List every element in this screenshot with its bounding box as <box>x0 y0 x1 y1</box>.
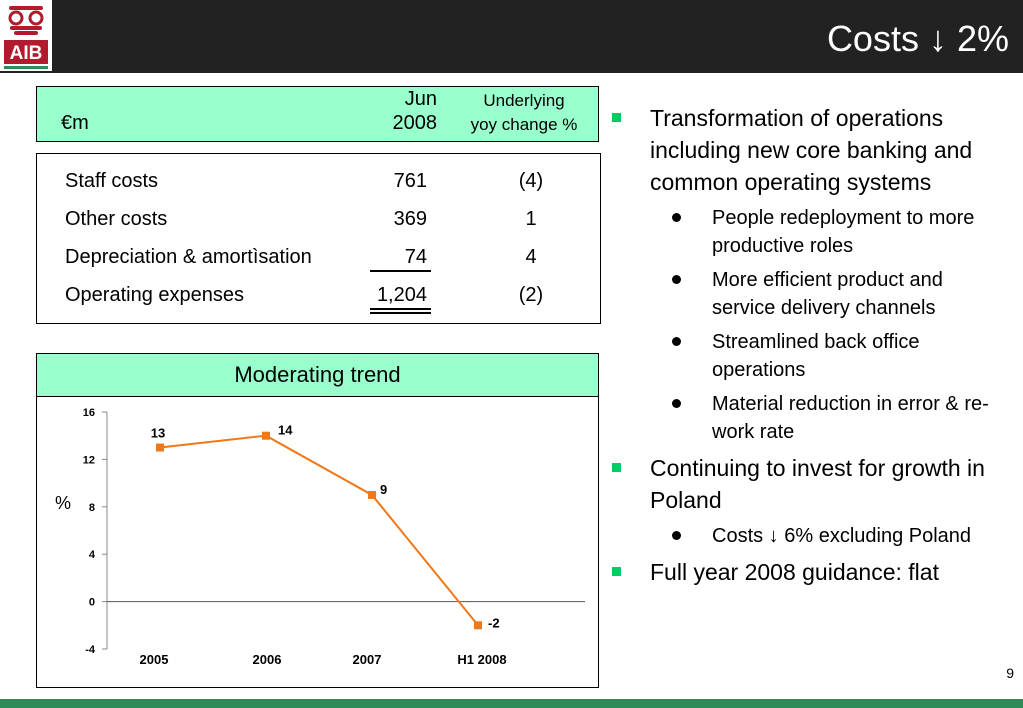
total-double-underline <box>370 312 431 314</box>
bullet-item: Full year 2008 guidance: flat <box>610 556 1010 588</box>
sub-bullet-item: Costs ↓ 6% excluding Poland <box>610 522 1010 550</box>
data-point <box>368 490 376 499</box>
x-tick-label: 2006 <box>253 652 282 667</box>
column-header-line: Underlying <box>483 91 565 110</box>
data-label: 9 <box>380 482 387 497</box>
y-tick-label: 4 <box>89 549 96 561</box>
bullet-item: Transformation of operations including n… <box>610 102 1010 198</box>
column-header-line: yoy change % <box>470 115 578 134</box>
bullet-list: Transformation of operations including n… <box>610 102 1010 594</box>
column-header-jun-2008: Jun 2008 <box>367 87 438 135</box>
row-change: (4) <box>518 170 544 192</box>
bullet-text: Full year 2008 guidance: flat <box>650 559 939 585</box>
sub-bullet-text: Streamlined back office operations <box>712 331 920 381</box>
sub-bullet-text: More efficient product and service deliv… <box>712 269 943 319</box>
row-change: 4 <box>525 246 537 268</box>
y-tick-label: -4 <box>85 644 96 656</box>
table-row: Staff costs 761 (4) <box>37 166 600 196</box>
sub-bullet-item: People redeployment to more productive r… <box>610 204 1010 260</box>
row-change: 1 <box>525 208 537 230</box>
data-point <box>262 431 270 440</box>
row-value: 1,204 <box>376 284 427 306</box>
y-tick-label: 12 <box>83 454 95 466</box>
square-bullet-icon <box>612 463 621 472</box>
data-point <box>156 443 164 452</box>
series-line <box>159 434 479 626</box>
row-label: Depreciation & amortìsation <box>65 246 312 268</box>
unit-label: €m <box>61 112 89 134</box>
chart-svg: 16 12 8 4 0 -4% 13 14 9 -2 2005 2006 2007 H1 2008 <box>55 407 585 667</box>
table-header: €m Jun 2008 Underlying yoy change % <box>36 86 599 142</box>
row-value: 761 <box>393 170 427 192</box>
sub-bullet-text: Costs ↓ 6% excluding Poland <box>712 525 972 547</box>
dot-bullet-icon <box>672 213 681 222</box>
table-row-total: Operating expenses 1,204 (2) <box>37 280 600 310</box>
data-point <box>474 621 482 630</box>
line-chart: 16 12 8 4 0 -4% 13 14 9 -2 2005 2006 2007 H1 2008 <box>36 396 599 688</box>
dot-bullet-icon <box>672 399 681 408</box>
column-header-underlying-change: Underlying yoy change % <box>449 89 599 137</box>
sub-bullet-item: Streamlined back office operations <box>610 328 1010 384</box>
row-label: Staff costs <box>65 170 159 192</box>
aib-logo: AIB <box>0 0 52 71</box>
data-label: 14 <box>278 423 293 438</box>
sub-bullet-item: More efficient product and service deliv… <box>610 266 1010 322</box>
total-double-underline <box>370 308 431 310</box>
sub-bullet-text: People redeployment to more productive r… <box>712 207 975 257</box>
costs-table: Staff costs 761 (4) Other costs 369 1 De… <box>36 153 601 324</box>
data-label: 13 <box>151 426 165 441</box>
logo-text: AIB <box>10 43 43 64</box>
bullet-text: Continuing to invest for growth in Polan… <box>650 455 985 513</box>
page-number: 9 <box>1006 665 1014 681</box>
bullet-text: Transformation of operations including n… <box>650 105 973 195</box>
square-bullet-icon <box>612 113 621 122</box>
bullet-item: Continuing to invest for growth in Polan… <box>610 452 1010 516</box>
table-row: Depreciation & amortìsation 74 4 <box>37 242 600 272</box>
data-label: -2 <box>488 615 500 630</box>
x-tick-label: H1 2008 <box>457 652 506 667</box>
row-value: 369 <box>393 208 427 230</box>
x-tick-label: 2005 <box>140 652 169 667</box>
column-header-line: Jun <box>404 88 437 110</box>
square-bullet-icon <box>612 567 621 576</box>
column-header-line: 2008 <box>392 112 438 134</box>
row-label: Operating expenses <box>65 284 245 306</box>
y-tick-label: 16 <box>83 407 95 419</box>
sub-bullet-item: Material reduction in error & re-work ra… <box>610 390 1010 446</box>
y-tick-label: 0 <box>89 597 95 609</box>
sub-bullet-text: Material reduction in error & re-work ra… <box>712 393 989 443</box>
dot-bullet-icon <box>672 531 681 540</box>
header-bar: AIB Costs ↓ 2% <box>0 0 1023 73</box>
x-tick-label: 2007 <box>353 652 382 667</box>
dot-bullet-icon <box>672 337 681 346</box>
footer-bar <box>0 699 1023 708</box>
page-title: Costs ↓ 2% <box>826 18 1009 59</box>
y-axis-label: % <box>55 493 71 513</box>
y-tick-label: 8 <box>89 502 95 514</box>
table-row: Other costs 369 1 <box>37 204 600 234</box>
dot-bullet-icon <box>672 275 681 284</box>
subtotal-underline <box>370 270 431 272</box>
chart-title: Moderating trend <box>36 353 599 397</box>
row-value: 74 <box>404 246 427 268</box>
row-change: (2) <box>518 284 544 306</box>
row-label: Other costs <box>65 208 168 230</box>
